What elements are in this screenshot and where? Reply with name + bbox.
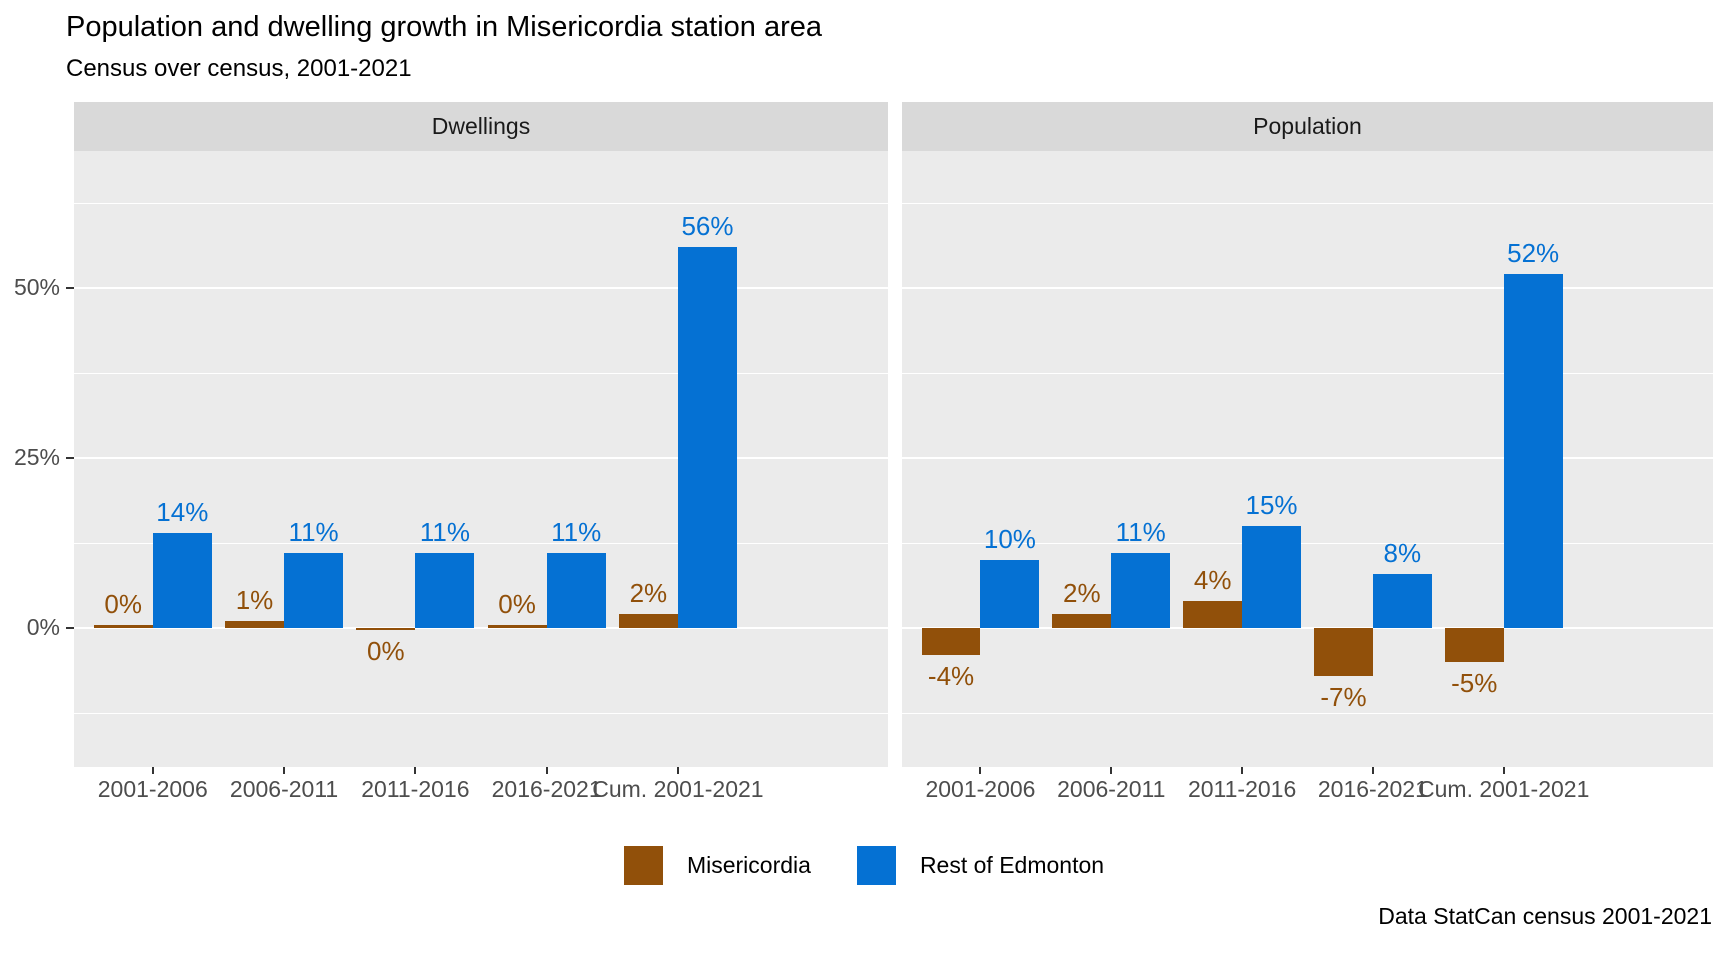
y-axis-label: 25% bbox=[13, 444, 60, 470]
bar-value-label: -7% bbox=[1320, 681, 1367, 712]
gridline-major bbox=[74, 287, 888, 289]
bar-value-label: 14% bbox=[156, 496, 209, 527]
facet-strip-population: Population bbox=[902, 102, 1713, 151]
bar-rest-of-edmonton bbox=[415, 553, 475, 628]
y-axis-tick bbox=[66, 627, 74, 629]
bar-value-label: 56% bbox=[681, 211, 734, 242]
y-axis-tick bbox=[66, 287, 74, 289]
x-axis-tick bbox=[151, 767, 154, 774]
x-axis-tick bbox=[1502, 767, 1505, 774]
x-axis-label: 2016-2021 bbox=[491, 776, 602, 802]
gridline-minor bbox=[74, 712, 888, 714]
bar-rest-of-edmonton bbox=[546, 553, 606, 628]
bar-value-label: 0% bbox=[367, 636, 405, 667]
y-axis-label: 0% bbox=[26, 614, 60, 640]
x-axis-label: Cum. 2001-2021 bbox=[592, 776, 764, 802]
x-axis-tick bbox=[1110, 767, 1113, 774]
y-axis-label: 50% bbox=[13, 274, 60, 300]
facet-panel-dwellings: 0% 14% 1% 11% 0% 11% 0% 11% 2% 56% bbox=[74, 151, 888, 767]
bar-value-label: -4% bbox=[927, 661, 975, 692]
x-axis-tick bbox=[979, 767, 982, 774]
facet-strip-label: Dwellings bbox=[431, 113, 531, 139]
bar-misericordia bbox=[1052, 614, 1112, 628]
x-axis-tick bbox=[414, 767, 417, 774]
bar-value-label: 2% bbox=[629, 578, 668, 609]
bar-value-label: 8% bbox=[1383, 537, 1422, 568]
x-axis-tick bbox=[283, 767, 286, 774]
gridline-major bbox=[74, 457, 888, 459]
bar-rest-of-edmonton bbox=[1372, 573, 1432, 628]
gridline-minor bbox=[74, 542, 888, 544]
gridline-major bbox=[902, 457, 1713, 459]
chart-title: Population and dwelling growth in Miseri… bbox=[66, 11, 823, 43]
x-axis-label: 2006-2011 bbox=[229, 776, 339, 802]
bar-misericordia bbox=[93, 624, 153, 628]
legend: Misericordia Rest of Edmonton bbox=[0, 846, 1728, 885]
bar-value-label: -5% bbox=[1451, 668, 1498, 698]
bar-misericordia bbox=[487, 625, 547, 628]
x-axis-label: 2006-2011 bbox=[1057, 776, 1166, 802]
facet-panel-population: -4% 10% 2% 11% 4% 15% -7% 8% -5% 52% bbox=[902, 151, 1713, 767]
bar-value-label: 0% bbox=[104, 588, 143, 619]
legend-swatch-rest-of-edmonton bbox=[856, 846, 896, 885]
gridline-minor bbox=[74, 372, 888, 374]
gridline-major bbox=[902, 287, 1713, 289]
bar-value-label: 11% bbox=[1115, 517, 1166, 548]
x-axis-label: Cum. 2001-2021 bbox=[1418, 776, 1590, 802]
bar-value-label: 2% bbox=[1063, 578, 1101, 609]
gridline-major bbox=[74, 627, 888, 629]
bar-misericordia bbox=[1444, 628, 1504, 662]
x-axis-label: 2001-2006 bbox=[925, 776, 1036, 802]
bar-rest-of-edmonton bbox=[1503, 274, 1563, 628]
bar-value-label: 10% bbox=[983, 524, 1036, 554]
gridline-major bbox=[902, 627, 1713, 629]
chart-caption: Data StatCan census 2001-2021 bbox=[1378, 903, 1712, 929]
bar-misericordia bbox=[356, 628, 416, 631]
bar-rest-of-edmonton bbox=[1111, 553, 1171, 628]
legend-item-misericordia: Misericordia bbox=[623, 846, 811, 885]
gridline-minor bbox=[902, 542, 1713, 544]
gridline-minor bbox=[74, 202, 888, 204]
legend-label: Misericordia bbox=[686, 852, 811, 878]
gridline-minor bbox=[902, 202, 1713, 204]
legend-swatch-misericordia bbox=[623, 846, 663, 885]
x-axis-tick bbox=[676, 767, 679, 774]
bar-misericordia bbox=[921, 628, 981, 656]
bar-value-label: 11% bbox=[551, 517, 602, 548]
gridline-minor bbox=[902, 712, 1713, 714]
bar-rest-of-edmonton bbox=[677, 247, 737, 628]
gridline-minor bbox=[902, 372, 1713, 374]
y-axis-tick bbox=[66, 457, 74, 459]
bar-value-label: 11% bbox=[419, 517, 470, 548]
x-axis-label: 2011-2016 bbox=[1187, 776, 1297, 802]
facet-strip-label: Population bbox=[1253, 113, 1362, 139]
x-axis-tick bbox=[1241, 767, 1244, 774]
bar-misericordia bbox=[618, 614, 678, 628]
facet-strip-dwellings: Dwellings bbox=[74, 102, 888, 151]
bar-value-label: 52% bbox=[1507, 238, 1560, 269]
bar-value-label: 11% bbox=[288, 517, 339, 548]
x-axis-tick bbox=[545, 767, 548, 774]
bar-value-label: 1% bbox=[235, 585, 274, 616]
x-axis-label: 2011-2016 bbox=[361, 776, 470, 802]
bar-value-label: 15% bbox=[1245, 490, 1298, 520]
x-axis-label: 2001-2006 bbox=[97, 776, 208, 802]
bar-misericordia bbox=[1183, 600, 1243, 628]
bar-rest-of-edmonton bbox=[152, 532, 212, 628]
bar-value-label: 0% bbox=[498, 589, 536, 620]
x-axis-tick bbox=[1371, 767, 1374, 774]
bar-rest-of-edmonton bbox=[1242, 526, 1301, 628]
chart-subtitle: Census over census, 2001-2021 bbox=[66, 55, 412, 82]
bar-misericordia bbox=[224, 621, 285, 628]
legend-label: Rest of Edmonton bbox=[919, 852, 1105, 878]
bar-value-label: 4% bbox=[1193, 564, 1232, 595]
legend-item-rest-of-edmonton: Rest of Edmonton bbox=[856, 846, 1105, 885]
bar-rest-of-edmonton bbox=[980, 560, 1040, 628]
bar-rest-of-edmonton bbox=[284, 553, 344, 628]
x-axis-label: 2016-2021 bbox=[1317, 776, 1428, 802]
bar-misericordia bbox=[1314, 628, 1373, 676]
